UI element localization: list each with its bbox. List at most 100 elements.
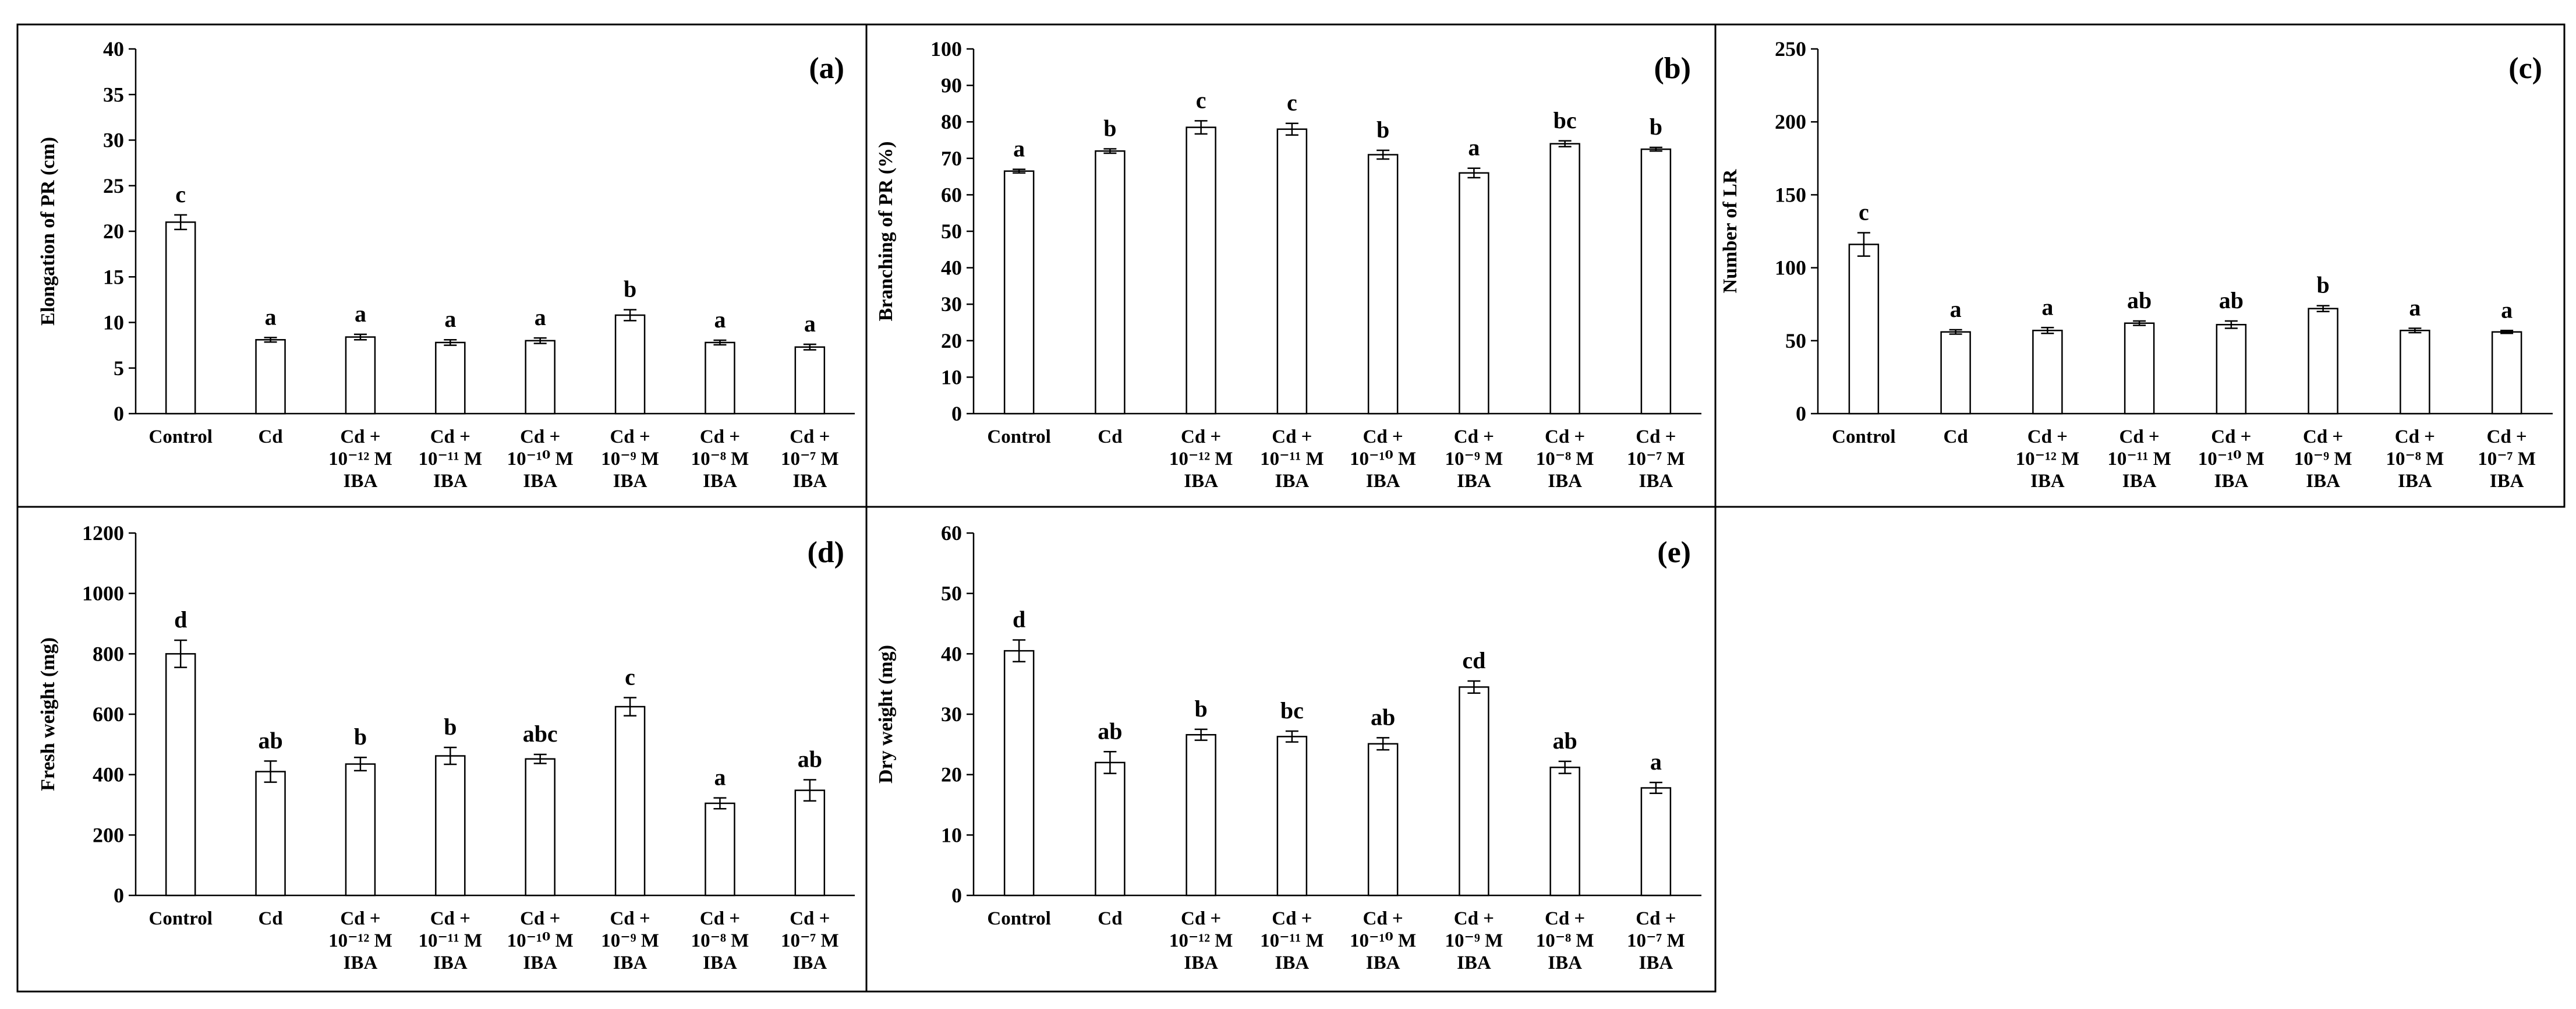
significance-letter: c [625, 664, 635, 690]
bar [1640, 787, 1672, 897]
y-tick-label: 70 [941, 147, 962, 170]
y-tick-label: 30 [941, 703, 962, 726]
x-tick-label: 10⁻⁸ M [691, 449, 749, 470]
x-tick-label: Control [148, 426, 212, 447]
significance-letter: a [804, 311, 816, 337]
y-tick-label: 1200 [82, 521, 124, 545]
x-tick-label: 10⁻⁹ M [601, 449, 659, 470]
bar [705, 802, 735, 897]
y-tick-label: 10 [941, 365, 962, 389]
x-tick-label: IBA [433, 952, 468, 973]
y-tick-label: 800 [93, 642, 124, 665]
x-tick-label: IBA [2030, 471, 2065, 492]
x-tick-label: IBA [1639, 471, 1673, 492]
x-tick-label: 10⁻⁷ M [781, 930, 839, 951]
bar [1186, 733, 1216, 897]
x-tick-label: Cd + [1363, 908, 1403, 929]
x-tick-label: IBA [2490, 471, 2524, 492]
y-tick-label: 60 [941, 521, 962, 545]
significance-letter: a [714, 764, 726, 791]
y-tick-label: 60 [941, 183, 962, 206]
bar [1848, 244, 1880, 415]
x-tick-label: 10⁻¹⁰ M [1350, 449, 1416, 470]
bar [1367, 743, 1399, 897]
y-tick-label: 200 [93, 823, 124, 846]
significance-letter: c [175, 181, 186, 207]
bar [255, 338, 286, 415]
bar [165, 653, 196, 897]
x-tick-label: IBA [433, 471, 468, 492]
significance-letter: d [1013, 606, 1025, 632]
significance-letter: a [2041, 294, 2053, 320]
significance-letter: b [444, 714, 457, 740]
y-axis-label: Fresh weight (mg) [37, 637, 59, 791]
significance-letter: a [1650, 749, 1662, 775]
significance-letter: a [1013, 136, 1025, 162]
x-tick-label: Cd + [2027, 426, 2068, 447]
x-tick-label: Cd + [430, 908, 470, 929]
bar [345, 336, 376, 415]
bar [2032, 330, 2063, 415]
chart-panel-0: 0 5 10 15 20 25 30 35 40 Elongation of PR (cm) (a)… [16, 23, 868, 508]
x-tick-label: IBA [703, 471, 737, 492]
significance-letter: a [444, 306, 456, 332]
x-tick-label: IBA [1639, 952, 1673, 973]
bar [614, 705, 646, 897]
x-tick-label: Cd + [2303, 426, 2343, 447]
x-tick-label: 10⁻¹² M [2016, 449, 2080, 470]
significance-letter: abc [523, 721, 558, 747]
significance-letter: ab [1098, 718, 1122, 744]
significance-letter: bc [1280, 697, 1304, 724]
y-tick-label: 250 [1775, 37, 1806, 61]
panel-label: (e) [1657, 536, 1691, 569]
x-tick-label: IBA [792, 952, 827, 973]
x-tick-label: IBA [613, 471, 647, 492]
significance-letter: b [1377, 117, 1389, 143]
y-tick-label: 10 [103, 311, 124, 334]
significance-letter: b [354, 724, 367, 750]
x-tick-label: Cd + [1181, 908, 1221, 929]
y-axis-label: Dry weight (mg) [875, 645, 897, 784]
x-tick-label: Cd + [1454, 426, 1494, 447]
x-tick-label: 10⁻⁹ M [601, 930, 659, 951]
x-tick-label: Cd + [700, 426, 740, 447]
x-tick-label: 10⁻⁷ M [2478, 449, 2536, 470]
x-tick-label: Control [148, 908, 212, 929]
significance-letter: a [1468, 135, 1480, 161]
x-tick-label: IBA [344, 471, 378, 492]
x-tick-label: Cd + [1545, 426, 1585, 447]
chart-panel-3: 0 200 400 600 800 1000 1200 Fresh weight (mg) (d… [16, 506, 868, 993]
y-tick-label: 0 [114, 884, 124, 907]
significance-letter: cd [1462, 647, 1485, 673]
y-tick-label: 40 [941, 642, 962, 665]
x-tick-label: IBA [792, 471, 827, 492]
bar [2400, 330, 2430, 415]
x-tick-label: Control [1832, 426, 1895, 447]
y-tick-label: 15 [103, 265, 124, 288]
x-tick-label: 10⁻¹⁰ M [1350, 930, 1416, 951]
x-tick-label: 10⁻¹¹ M [419, 449, 483, 470]
bar [2308, 308, 2338, 415]
significance-letter: ab [798, 746, 822, 772]
x-tick-label: IBA [703, 952, 737, 973]
x-tick-label: Cd + [610, 426, 650, 447]
y-tick-label: 30 [941, 292, 962, 316]
x-tick-label: Cd + [2211, 426, 2251, 447]
x-tick-label: 10⁻⁹ M [2294, 449, 2352, 470]
y-tick-label: 0 [1796, 402, 1806, 425]
x-tick-label: Cd + [1636, 908, 1676, 929]
y-tick-label: 0 [951, 884, 962, 907]
y-tick-label: 600 [93, 703, 124, 726]
x-tick-label: Cd + [610, 908, 650, 929]
x-tick-label: 10⁻⁹ M [1445, 449, 1503, 470]
x-tick-label: 10⁻¹⁰ M [507, 930, 574, 951]
bar [1276, 736, 1308, 897]
y-tick-label: 30 [103, 129, 124, 152]
x-tick-label: 10⁻⁸ M [691, 930, 749, 951]
bar [525, 340, 555, 415]
bar [1095, 761, 1126, 897]
bar [435, 755, 466, 897]
x-tick-label: 10⁻⁷ M [1627, 449, 1685, 470]
significance-letter: a [714, 306, 726, 333]
